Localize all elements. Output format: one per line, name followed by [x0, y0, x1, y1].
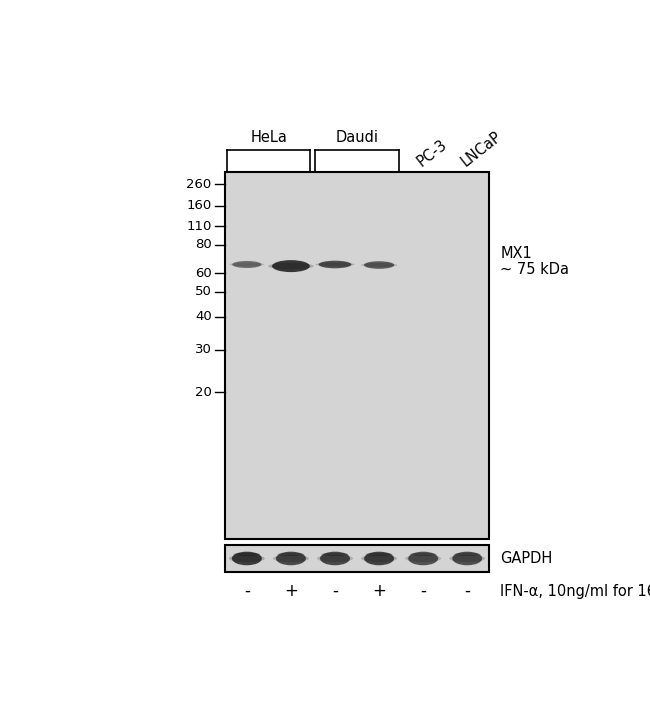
- Text: IFN-α, 10ng/ml for 16 hr: IFN-α, 10ng/ml for 16 hr: [500, 583, 650, 599]
- Ellipse shape: [268, 263, 313, 269]
- Ellipse shape: [272, 260, 310, 272]
- Text: Daudi: Daudi: [335, 129, 378, 145]
- Ellipse shape: [452, 551, 482, 566]
- Text: +: +: [372, 582, 386, 600]
- Ellipse shape: [361, 263, 397, 267]
- Text: LNCaP: LNCaP: [458, 129, 504, 169]
- Ellipse shape: [320, 551, 350, 566]
- Ellipse shape: [454, 553, 481, 556]
- Text: 20: 20: [195, 386, 212, 399]
- Ellipse shape: [318, 261, 352, 268]
- Ellipse shape: [322, 553, 348, 556]
- Text: 40: 40: [195, 310, 212, 323]
- Bar: [225, 545, 489, 572]
- Text: -: -: [464, 582, 470, 600]
- Bar: [225, 172, 489, 539]
- Ellipse shape: [449, 555, 486, 562]
- Ellipse shape: [405, 555, 441, 562]
- Text: 110: 110: [187, 220, 212, 233]
- Text: ~ 75 kDa: ~ 75 kDa: [500, 262, 569, 277]
- Ellipse shape: [276, 551, 306, 566]
- Text: 260: 260: [187, 178, 212, 191]
- Ellipse shape: [232, 261, 261, 268]
- Ellipse shape: [315, 262, 355, 267]
- Text: 80: 80: [195, 238, 212, 252]
- Text: PC-3: PC-3: [414, 136, 450, 169]
- Ellipse shape: [273, 555, 309, 562]
- Text: 50: 50: [195, 285, 212, 298]
- Ellipse shape: [232, 551, 262, 566]
- Text: MX1: MX1: [500, 245, 532, 261]
- Ellipse shape: [364, 551, 394, 566]
- Ellipse shape: [364, 261, 394, 269]
- Ellipse shape: [233, 553, 261, 556]
- Ellipse shape: [361, 555, 397, 562]
- Ellipse shape: [410, 553, 437, 556]
- Text: 30: 30: [195, 344, 212, 356]
- Text: +: +: [284, 582, 298, 600]
- Ellipse shape: [229, 262, 265, 267]
- Ellipse shape: [317, 555, 353, 562]
- Text: HeLa: HeLa: [250, 129, 287, 145]
- Ellipse shape: [408, 551, 438, 566]
- Text: GAPDH: GAPDH: [500, 551, 552, 566]
- Ellipse shape: [365, 553, 393, 556]
- Text: -: -: [244, 582, 250, 600]
- Ellipse shape: [229, 555, 265, 562]
- Text: 160: 160: [187, 199, 212, 212]
- Text: -: -: [421, 582, 426, 600]
- Text: 60: 60: [195, 267, 212, 280]
- Text: -: -: [332, 582, 338, 600]
- Ellipse shape: [278, 553, 304, 556]
